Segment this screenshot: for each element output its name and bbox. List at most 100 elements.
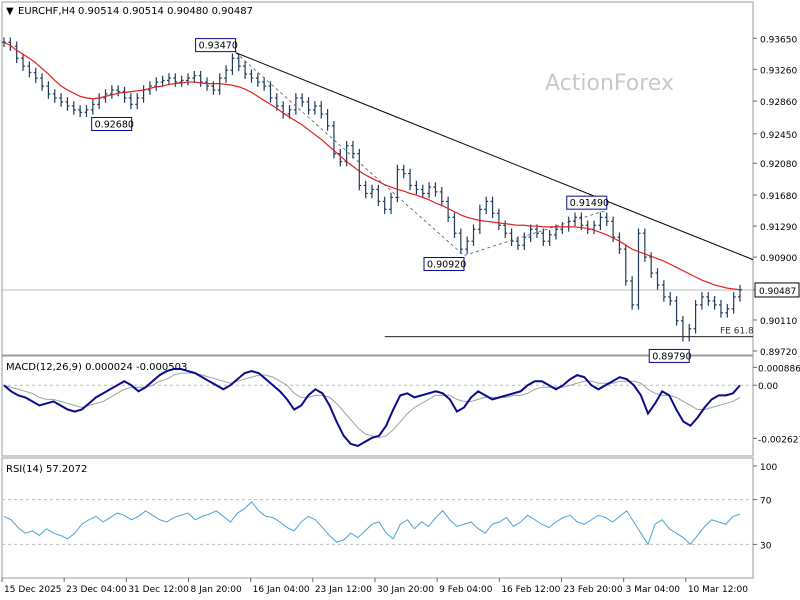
price-bar <box>452 212 457 239</box>
price-bar <box>154 77 159 91</box>
dropdown-arrow-icon[interactable]: ▼ <box>6 6 14 17</box>
time-axis-label: 23 Feb 20:00 <box>564 585 623 595</box>
price-bar <box>598 212 603 231</box>
price-bar <box>718 300 723 318</box>
price-bar <box>243 61 248 79</box>
price-axis-label: 0.92080 <box>760 160 797 170</box>
price-mark-box <box>195 38 237 53</box>
price-bar <box>65 97 70 111</box>
price-axis-label: 0.91680 <box>760 192 797 202</box>
price-bar <box>281 101 286 119</box>
price-axis-label: 0.90110 <box>760 317 797 327</box>
price-bar <box>40 73 45 91</box>
price-bar <box>300 93 305 107</box>
price-bar <box>230 53 235 75</box>
macd-main-line <box>3 368 741 448</box>
last-price-box <box>754 282 800 298</box>
price-bar <box>122 86 127 103</box>
price-bar <box>262 77 267 91</box>
time-axis-label: 31 Dec 12:00 <box>128 585 189 595</box>
price-bar <box>27 61 32 78</box>
price-axis-label: 0.90487 <box>759 287 796 297</box>
price-bar <box>738 284 742 302</box>
rsi-plot <box>2 499 753 546</box>
price-bar <box>668 292 673 306</box>
price-bar <box>617 232 622 254</box>
price-bar <box>534 224 539 239</box>
price-bar <box>490 196 495 219</box>
price-bar <box>268 81 273 103</box>
price-bar <box>433 182 438 197</box>
price-bar <box>630 276 635 310</box>
watermark: ActionForex <box>545 71 674 96</box>
fe-annotation: FE 61.8 <box>720 327 754 337</box>
price-axis-label: 0.92450 <box>760 131 797 141</box>
price-bar <box>471 224 476 246</box>
price-bar <box>325 109 330 131</box>
price-bar <box>661 280 666 302</box>
price-bar <box>312 101 317 115</box>
price-bar <box>21 53 26 71</box>
price-bar <box>59 93 64 107</box>
price-plot: FE 61.8 0.93470 0.92680 0.90920 0.91490 0.897… <box>2 37 754 363</box>
time-axis-label: 9 Feb 04:00 <box>439 585 493 595</box>
price-mark-box <box>91 116 133 131</box>
price-bar <box>687 323 692 342</box>
price-bar <box>541 228 546 246</box>
macd-title: MACD(12,26,9) 0.000024 -0.000503 <box>6 362 187 373</box>
price-bar <box>179 75 184 87</box>
price-bar <box>414 180 419 195</box>
price-bar <box>192 70 197 83</box>
price-bar <box>712 296 717 310</box>
macd-axis-label: -0.002627 <box>758 435 800 445</box>
price-axis-label: 0.93260 <box>760 66 797 76</box>
price-bar <box>522 232 527 250</box>
price-bar <box>401 164 406 179</box>
price-bar <box>509 228 514 246</box>
price-bar <box>135 93 140 110</box>
price-bar <box>465 236 470 254</box>
price-bar <box>376 184 381 207</box>
price-bar <box>90 99 95 115</box>
price-bar <box>14 41 19 63</box>
price-bar <box>357 148 362 191</box>
price-bar <box>331 121 336 159</box>
price-bar <box>408 168 413 191</box>
price-bar <box>674 296 679 326</box>
price-bar <box>439 187 444 207</box>
price-bar <box>78 105 83 118</box>
price-bar <box>350 140 355 159</box>
price-bar <box>249 69 254 83</box>
price-bar <box>427 182 432 199</box>
price-bar <box>224 65 229 83</box>
price-axis-label: 0.89720 <box>760 348 797 358</box>
price-bar <box>566 216 571 232</box>
price-bar <box>528 224 533 242</box>
price-bar <box>382 196 387 215</box>
rsi-axis-label: 70 <box>760 497 772 507</box>
price-bar <box>319 101 324 119</box>
ohlc-values: 0.90514 0.90514 0.90480 0.90487 <box>78 6 253 17</box>
price-bar <box>186 73 190 86</box>
price-bar <box>306 97 311 115</box>
price-bar <box>370 184 374 199</box>
price-mark-box <box>648 348 690 363</box>
time-axis: 15 Dec 2025 23 Dec 04:00 31 Dec 12:00 8 Jan… <box>1 578 748 595</box>
macd-plot <box>2 368 753 448</box>
rsi-axis-label: 30 <box>760 541 772 551</box>
price-bar <box>725 304 730 318</box>
price-mark-box <box>423 257 465 272</box>
rsi-axis-label: 100 <box>760 463 777 473</box>
price-bar <box>236 53 241 71</box>
price-bar <box>420 184 425 199</box>
price-bar <box>636 228 641 310</box>
price-bar <box>547 230 552 246</box>
price-bar <box>585 220 590 235</box>
price-bar <box>623 244 628 286</box>
price-bar <box>680 315 685 342</box>
price-bar <box>33 67 38 83</box>
price-bar <box>116 85 121 97</box>
price-axis-label: 0.93650 <box>760 35 797 45</box>
price-bar <box>128 93 133 110</box>
